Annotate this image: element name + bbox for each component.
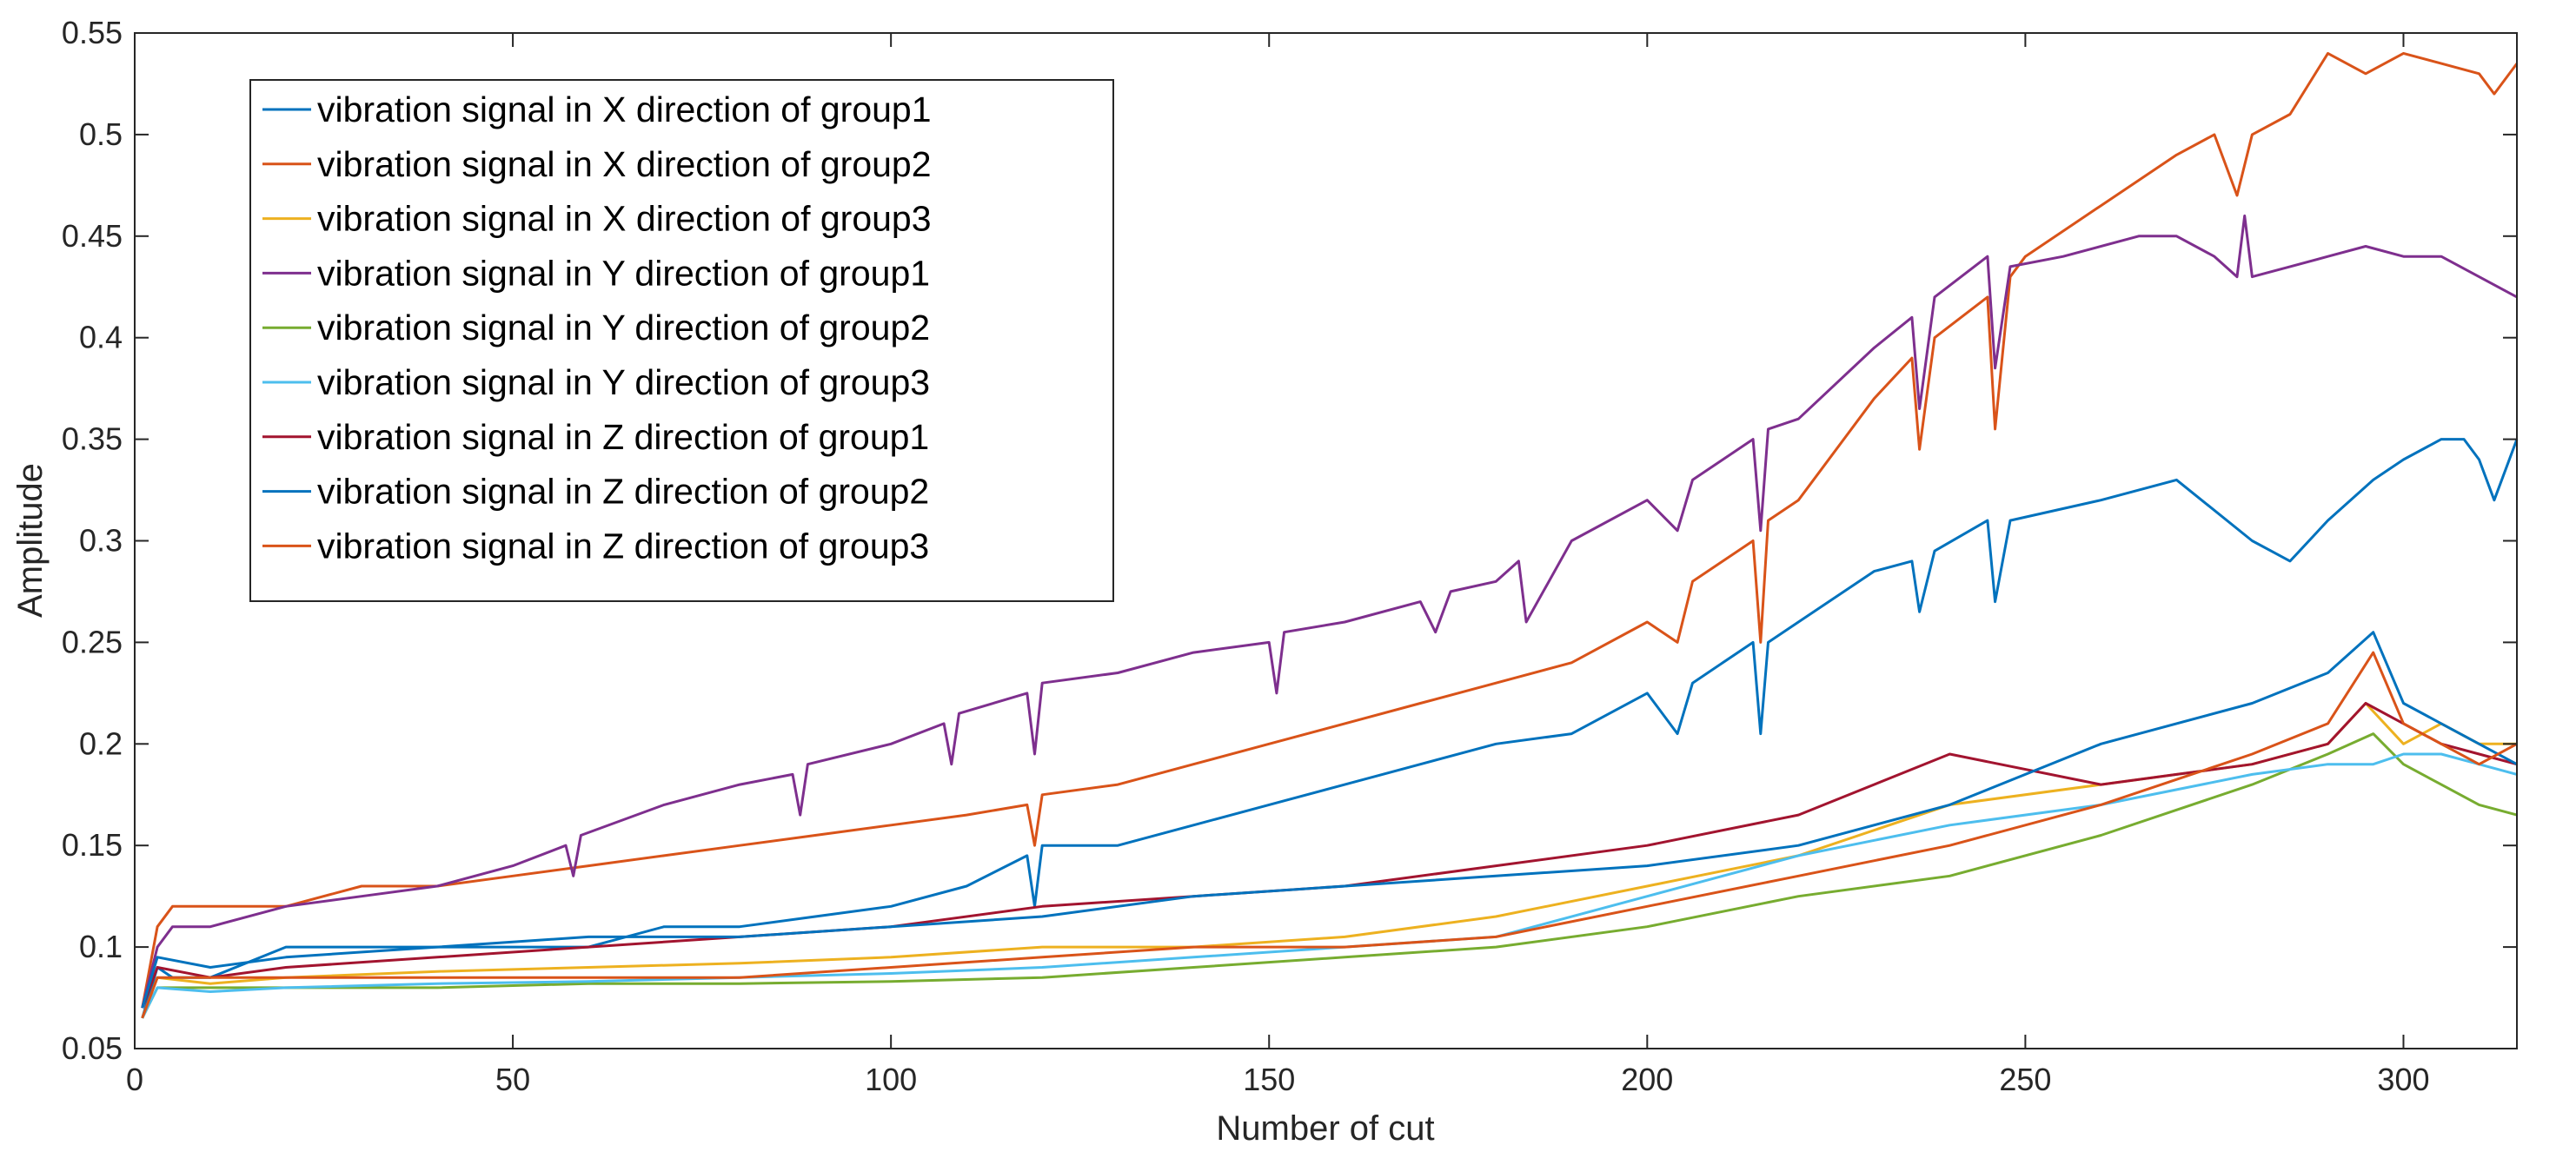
series-line-8 bbox=[141, 631, 2518, 1009]
legend-label: vibration signal in Z direction of group… bbox=[317, 417, 929, 457]
y-tick-label: 0.4 bbox=[79, 320, 123, 355]
y-tick-label: 0.45 bbox=[62, 218, 123, 254]
y-axis-label: Amplitude bbox=[11, 463, 50, 618]
y-tick-label: 0.15 bbox=[62, 827, 123, 863]
x-axis-ticks: 0 50 100 150 200 250 300 bbox=[126, 33, 2430, 1097]
legend-label: vibration signal in Z direction of group… bbox=[317, 472, 929, 512]
y-tick-label: 0.25 bbox=[62, 624, 123, 659]
series-line-5 bbox=[141, 732, 2518, 1019]
x-tick-label: 250 bbox=[1999, 1062, 2051, 1097]
y-tick-label: 0.05 bbox=[62, 1030, 123, 1066]
x-tick-label: 300 bbox=[2377, 1062, 2429, 1097]
x-tick-label: 150 bbox=[1243, 1062, 1295, 1097]
series-line-7 bbox=[141, 702, 2518, 1009]
y-tick-label: 0.35 bbox=[62, 421, 123, 457]
x-tick-label: 50 bbox=[495, 1062, 530, 1097]
series-lines bbox=[141, 51, 2519, 1019]
y-tick-label: 0.2 bbox=[79, 725, 123, 761]
series-line-9 bbox=[141, 651, 2518, 1019]
series-line-3 bbox=[141, 702, 2517, 1019]
x-tick-label: 100 bbox=[865, 1062, 917, 1097]
legend: vibration signal in X direction of group… bbox=[249, 79, 1114, 602]
x-tick-label: 200 bbox=[1621, 1062, 1673, 1097]
series-line-4 bbox=[141, 214, 2518, 1009]
y-tick-label: 0.3 bbox=[79, 523, 123, 559]
legend-label: vibration signal in X direction of group… bbox=[317, 144, 932, 184]
y-tick-label: 0.5 bbox=[79, 116, 123, 152]
series-line-2 bbox=[141, 51, 2519, 1009]
legend-label: vibration signal in Y direction of group… bbox=[317, 308, 930, 348]
x-axis-label: Number of cut bbox=[1216, 1109, 1434, 1148]
y-tick-label: 0.55 bbox=[62, 15, 123, 50]
legend-label: vibration signal in X direction of group… bbox=[317, 199, 932, 239]
legend-label: vibration signal in X direction of group… bbox=[317, 89, 932, 129]
x-tick-label: 0 bbox=[126, 1062, 143, 1097]
legend-box bbox=[249, 79, 1114, 602]
y-tick-label: 0.1 bbox=[79, 929, 123, 964]
series-line-1 bbox=[141, 438, 2519, 1019]
legend-label: vibration signal in Z direction of group… bbox=[317, 526, 929, 566]
y-axis-ticks: 0.05 0.1 0.15 0.2 0.25 0.3 0.35 0.4 0.45 0.5 0.55 bbox=[62, 15, 2517, 1066]
legend-label: vibration signal in Y direction of group… bbox=[317, 362, 930, 402]
legend-label: vibration signal in Y direction of group… bbox=[317, 253, 930, 293]
